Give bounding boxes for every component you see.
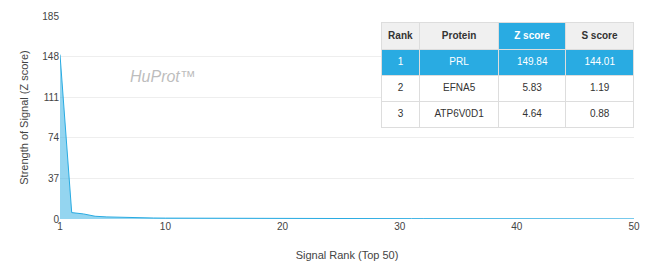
svg-text:20: 20 [277, 221, 289, 232]
svg-text:0.88: 0.88 [590, 108, 610, 119]
svg-text:74: 74 [48, 132, 60, 143]
svg-text:10: 10 [160, 221, 172, 232]
svg-text:1: 1 [398, 56, 404, 67]
svg-text:S score: S score [581, 30, 618, 41]
svg-text:37: 37 [48, 173, 60, 184]
svg-text:30: 30 [394, 221, 406, 232]
svg-text:Z score: Z score [514, 30, 550, 41]
svg-text:3: 3 [398, 108, 404, 119]
svg-text:1: 1 [57, 221, 63, 232]
svg-text:148: 148 [42, 51, 59, 62]
svg-text:0: 0 [53, 214, 59, 225]
svg-text:ATP6V0D1: ATP6V0D1 [434, 108, 484, 119]
svg-text:Strength of Signal (Z score): Strength of Signal (Z score) [18, 50, 30, 185]
svg-text:149.84: 149.84 [517, 56, 548, 67]
svg-text:144.01: 144.01 [584, 56, 615, 67]
svg-text:4.64: 4.64 [522, 108, 542, 119]
svg-text:Signal Rank (Top 50): Signal Rank (Top 50) [296, 249, 399, 261]
svg-text:HuProt™: HuProt™ [130, 68, 196, 85]
svg-text:1.19: 1.19 [590, 82, 610, 93]
svg-text:Protein: Protein [442, 30, 476, 41]
svg-text:50: 50 [628, 221, 640, 232]
svg-text:PRL: PRL [449, 56, 469, 67]
svg-text:2: 2 [398, 82, 404, 93]
svg-text:EFNA5: EFNA5 [443, 82, 476, 93]
svg-text:Rank: Rank [388, 30, 413, 41]
svg-text:40: 40 [511, 221, 523, 232]
svg-text:185: 185 [42, 11, 59, 22]
svg-text:111: 111 [44, 92, 60, 103]
svg-text:5.83: 5.83 [522, 82, 542, 93]
